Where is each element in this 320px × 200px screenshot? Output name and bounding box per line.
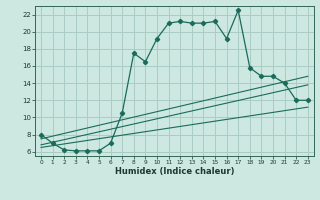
- X-axis label: Humidex (Indice chaleur): Humidex (Indice chaleur): [115, 167, 234, 176]
